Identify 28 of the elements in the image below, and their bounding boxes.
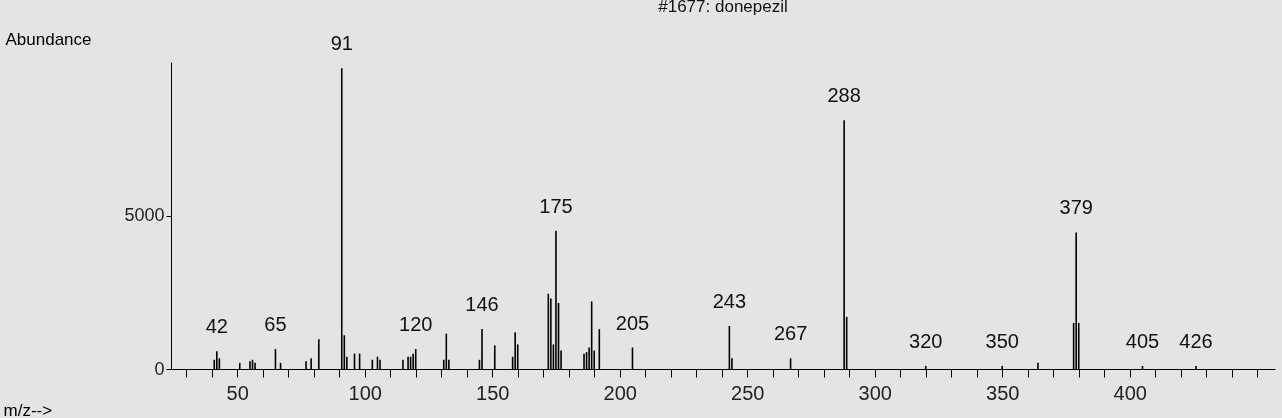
annotation: 205 — [615, 311, 650, 334]
annotation: 146 — [465, 293, 499, 316]
x-tick-label: 400 — [1113, 381, 1147, 404]
annotation: 350 — [985, 329, 1019, 352]
annotation: 120 — [399, 313, 433, 336]
x-tick-label: 100 — [348, 381, 382, 404]
x-axis-title: m/z--> — [3, 400, 53, 418]
annotation: 405 — [1125, 329, 1160, 352]
x-tick-label: 200 — [603, 381, 637, 404]
annotation: 267 — [773, 322, 808, 345]
annotation: 65 — [264, 313, 287, 336]
annotation: 175 — [539, 194, 573, 217]
annotation: 379 — [1059, 196, 1093, 219]
y-tick-label: 5000 — [124, 205, 165, 225]
annotation: 91 — [330, 32, 353, 55]
chart-title: #1677: donepezil — [658, 0, 788, 16]
x-tick-label: 250 — [731, 381, 765, 404]
x-tick-label: 50 — [226, 381, 249, 404]
annotation: 426 — [1179, 329, 1213, 352]
y-axis-title: Abundance — [5, 29, 92, 49]
y-tick-label: 0 — [154, 358, 165, 379]
x-tick-label: 150 — [476, 381, 510, 404]
annotation: 288 — [827, 84, 861, 107]
annotation: 320 — [909, 329, 943, 352]
annotation: 243 — [712, 290, 747, 313]
annotation: 42 — [205, 315, 228, 338]
x-tick-label: 350 — [986, 381, 1020, 404]
x-tick-label: 300 — [858, 381, 892, 404]
